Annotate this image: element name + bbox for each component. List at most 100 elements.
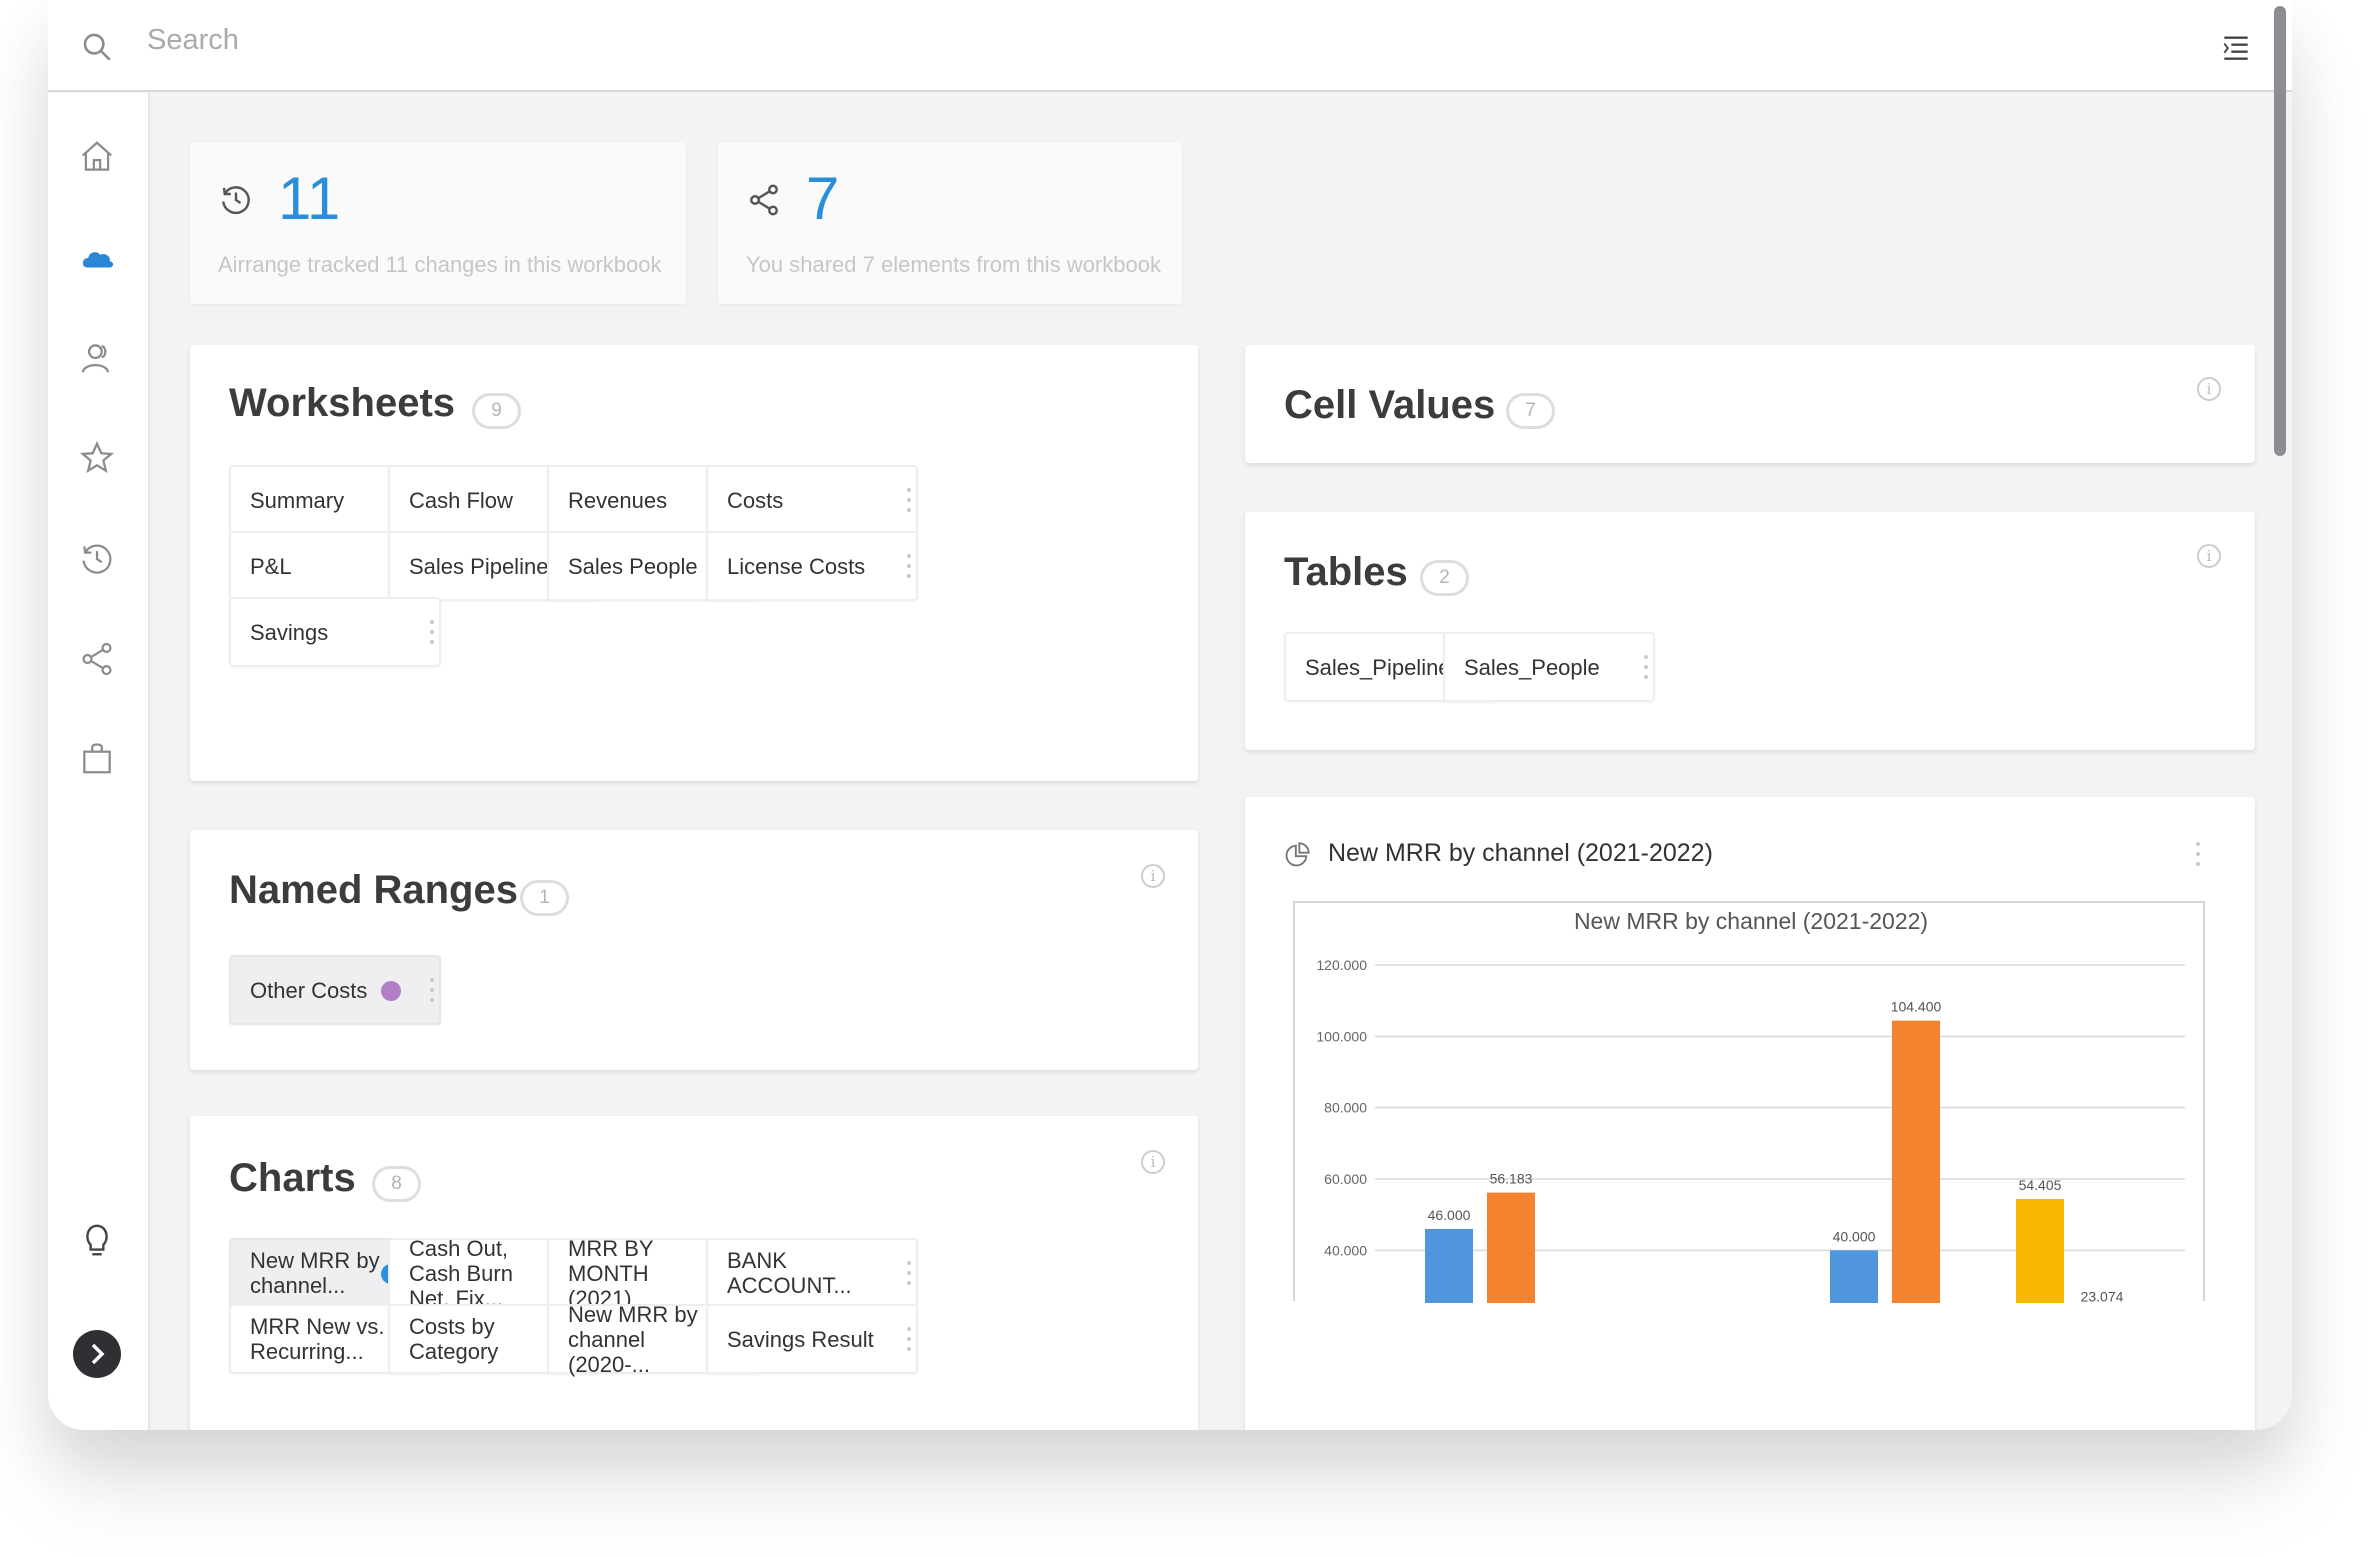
share-icon[interactable] xyxy=(78,640,116,678)
chip-label: Other Costs xyxy=(250,977,368,1003)
chip-label: Savings xyxy=(250,619,329,645)
y-tick-label: 80.000 xyxy=(1324,1100,1367,1116)
chip-label: Sales Pipeline xyxy=(409,553,549,579)
more-icon[interactable] xyxy=(2196,839,2200,869)
more-icon[interactable] xyxy=(907,1258,911,1288)
more-icon[interactable] xyxy=(430,617,434,647)
worksheets-section: Worksheets 9 Summary Cash Flow Revenues … xyxy=(190,345,1198,781)
worksheet-chip[interactable]: Savings xyxy=(229,597,441,667)
pie-chart-icon xyxy=(1285,842,1310,867)
bag-icon[interactable] xyxy=(78,739,116,777)
data-label: 54.405 xyxy=(2019,1177,2062,1193)
history-icon[interactable] xyxy=(78,540,116,578)
info-icon[interactable]: i xyxy=(1141,1150,1165,1174)
chip-label: New MRR by channel... xyxy=(250,1248,380,1298)
lightbulb-icon[interactable] xyxy=(78,1221,116,1259)
info-icon[interactable]: i xyxy=(1141,864,1165,888)
data-label: 104.400 xyxy=(1891,999,1942,1015)
chart-title: New MRR by channel (2021-2022) xyxy=(1574,908,1928,934)
charts-count-badge: 8 xyxy=(372,1166,421,1202)
changes-caption: Airrange tracked 11 changes in this work… xyxy=(218,252,662,277)
chip-label: MRR BY MONTH (2021) xyxy=(568,1235,654,1311)
info-icon[interactable]: i xyxy=(2197,544,2221,568)
chip-label: New MRR by channel (2020-... xyxy=(568,1301,698,1377)
chip-label: Cash Flow xyxy=(409,487,513,513)
data-label: 23.074 xyxy=(2081,1289,2124,1303)
color-dot xyxy=(381,981,401,1001)
bar xyxy=(1425,1228,1473,1393)
share-icon xyxy=(750,184,778,216)
app-window: Search xyxy=(48,0,2292,1430)
worksheets-count-badge: 9 xyxy=(472,393,521,429)
shared-stat-card[interactable]: 7 You shared 7 elements from this workbo… xyxy=(718,142,1182,304)
chart-frame: New MRR by channel (2021-2022) 120.000 100… xyxy=(1293,901,2205,1393)
sidebar xyxy=(48,93,150,1430)
chip-label: Savings Result xyxy=(727,1326,874,1352)
chip-label: Sales_People xyxy=(1464,654,1600,680)
chip-label: Summary xyxy=(250,487,345,513)
search-icon[interactable] xyxy=(80,30,114,64)
y-tick-label: 100.000 xyxy=(1316,1028,1367,1044)
history-icon xyxy=(222,186,250,215)
top-bar: Search xyxy=(48,0,2292,92)
chart-preview-card[interactable]: New MRR by channel (2021-2022) New MRR b… xyxy=(1245,797,2255,1430)
data-label: 56.183 xyxy=(1490,1171,1533,1187)
cloud-icon[interactable] xyxy=(78,239,116,277)
menu-icon[interactable] xyxy=(2222,34,2250,60)
bar xyxy=(1892,1020,1940,1393)
charts-title: Charts xyxy=(229,1156,356,1200)
more-icon[interactable] xyxy=(907,551,911,581)
data-label: 46.000 xyxy=(1428,1207,1471,1223)
tables-title: Tables xyxy=(1284,550,1408,594)
bar xyxy=(1487,1192,1535,1393)
info-icon[interactable]: i xyxy=(2197,377,2221,401)
cell-values-count-badge: 7 xyxy=(1506,393,1555,429)
chip-label: Revenues xyxy=(568,487,668,513)
y-tick-label: 40.000 xyxy=(1324,1242,1367,1258)
chip-label: P&L xyxy=(250,553,292,579)
chip-label: MRR New vs. Recurring... xyxy=(250,1314,385,1364)
shared-caption: You shared 7 elements from this workbook xyxy=(746,252,1161,277)
chip-label: Costs xyxy=(727,487,784,513)
tables-count-badge: 2 xyxy=(1420,560,1469,596)
named-ranges-title: Named Ranges xyxy=(229,868,518,912)
scrollbar[interactable] xyxy=(2274,6,2286,456)
y-tick-label: 120.000 xyxy=(1316,957,1367,973)
home-icon[interactable] xyxy=(78,138,116,176)
tables-section: Tables 2 i Sales_Pipeline Sales_People xyxy=(1245,512,2255,750)
chart-chip[interactable]: Savings Result xyxy=(706,1304,918,1374)
chip-label: License Costs xyxy=(727,553,866,579)
changes-stat-card[interactable]: 11 Airrange tracked 11 changes in this w… xyxy=(190,142,686,304)
bar xyxy=(1830,1250,1878,1393)
worksheet-chip[interactable]: License Costs xyxy=(706,531,918,601)
chip-label: Cash Out, Cash Burn Net, Fix... xyxy=(409,1235,513,1311)
chevron-right-icon xyxy=(91,1343,105,1365)
mrr-bar-chart: New MRR by channel (2021-2022) 120.000 100… xyxy=(1316,908,2185,1393)
changes-count: 11 xyxy=(278,165,341,232)
search-input[interactable]: Search xyxy=(147,24,239,56)
more-icon[interactable] xyxy=(907,1324,911,1354)
chart-chip[interactable]: BANK ACCOUNT... xyxy=(706,1238,918,1308)
table-chip[interactable]: Sales_People xyxy=(1443,632,1655,702)
y-tick-label: 60.000 xyxy=(1324,1171,1367,1187)
cell-values-title: Cell Values xyxy=(1284,383,1496,427)
users-icon[interactable] xyxy=(78,339,116,377)
chip-label: Costs by Category xyxy=(409,1314,499,1364)
bar xyxy=(2016,1198,2064,1393)
named-ranges-count-badge: 1 xyxy=(520,880,569,916)
named-ranges-section: Named Ranges 1 i Other Costs xyxy=(190,830,1198,1070)
worksheets-title: Worksheets xyxy=(229,381,456,425)
more-icon[interactable] xyxy=(907,485,911,515)
shared-count: 7 xyxy=(806,165,840,232)
cell-values-section: Cell Values 7 i xyxy=(1245,345,2255,463)
expand-sidebar-button[interactable] xyxy=(73,1330,121,1378)
chip-label: Sales_Pipeline xyxy=(1305,654,1451,680)
chip-label: Sales People xyxy=(568,553,698,579)
named-range-chip[interactable]: Other Costs xyxy=(229,955,441,1025)
star-icon[interactable] xyxy=(78,439,116,477)
more-icon[interactable] xyxy=(1644,652,1648,682)
chart-card-title: New MRR by channel (2021-2022) xyxy=(1328,839,1713,867)
chip-label: BANK ACCOUNT... xyxy=(727,1248,852,1298)
more-icon[interactable] xyxy=(430,975,434,1005)
worksheet-chip[interactable]: Costs xyxy=(706,465,918,535)
